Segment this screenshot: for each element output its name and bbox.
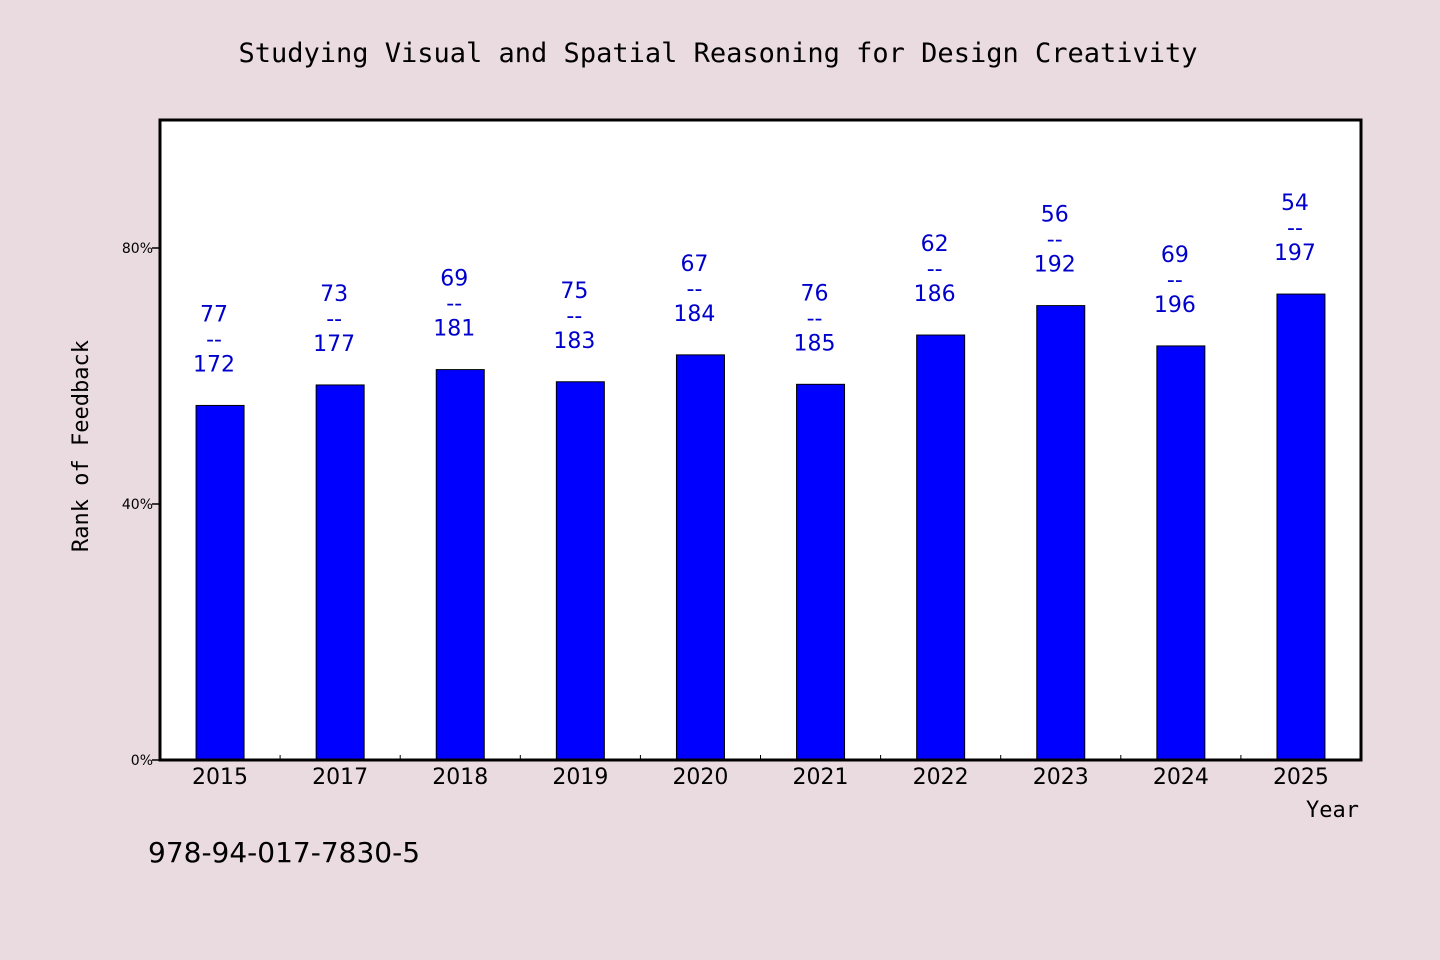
data-label-separator: -- (206, 327, 222, 352)
x-tick-label: 2024 (1153, 765, 1209, 790)
data-label-bottom: 172 (193, 352, 235, 377)
data-label-top: 56 (1041, 203, 1069, 228)
bars-layer (195, 293, 1326, 761)
data-labels-layer: 172--77177--73181--69183--75184--67185--… (193, 191, 1316, 377)
data-label: 177--73 (313, 282, 355, 357)
data-label-top: 69 (440, 267, 468, 292)
data-label-bottom: 185 (794, 331, 836, 356)
y-tick-label: 0% (131, 753, 153, 769)
data-label-separator: -- (1167, 268, 1183, 293)
data-label-top: 67 (680, 252, 708, 277)
data-label-bottom: 186 (914, 282, 956, 307)
plot-frame (158, 118, 1363, 762)
data-label-separator: -- (687, 277, 703, 302)
data-label: 172--77 (193, 302, 235, 377)
y-tick-label: 80% (122, 241, 153, 257)
x-tick-label: 2020 (672, 765, 728, 790)
data-label-top: 69 (1161, 243, 1189, 268)
data-label-bottom: 183 (553, 329, 595, 354)
bar (796, 383, 846, 761)
data-label-bottom: 181 (433, 317, 475, 342)
chart-title: Studying Visual and Spatial Reasoning fo… (238, 38, 1197, 69)
x-tick-label: 2017 (312, 765, 368, 790)
data-label-separator: -- (566, 304, 582, 329)
data-label-top: 77 (200, 302, 228, 327)
y-axis-ticks: 0% 40% 80% (122, 241, 160, 769)
data-label: 196--69 (1154, 243, 1196, 318)
x-tick-label: 2015 (192, 765, 248, 790)
data-label-top: 75 (560, 279, 588, 304)
data-label-bottom: 192 (1034, 253, 1076, 278)
data-label: 183--75 (553, 279, 595, 354)
bar (195, 404, 245, 761)
x-axis-ticks: 2015 2017 2018 2019 2020 2021 2022 2023 2024 2025 (192, 755, 1329, 790)
data-label: 186--62 (914, 232, 956, 307)
bar (1276, 293, 1326, 761)
data-label-bottom: 184 (673, 302, 715, 327)
data-label-separator: -- (927, 257, 943, 282)
data-label-bottom: 196 (1154, 293, 1196, 318)
x-tick-label: 2022 (913, 765, 969, 790)
data-label-separator: -- (1287, 216, 1303, 241)
x-tick-label: 2021 (793, 765, 849, 790)
bar (555, 381, 605, 761)
data-label-separator: -- (1047, 228, 1063, 253)
bar (435, 369, 485, 761)
data-label-top: 73 (320, 282, 348, 307)
data-label: 181--69 (433, 267, 475, 342)
data-label: 184--67 (673, 252, 715, 327)
data-label: 197--54 (1274, 191, 1316, 266)
y-tick-label: 40% (122, 497, 153, 513)
x-tick-label: 2025 (1273, 765, 1329, 790)
x-axis-label: Year (1306, 798, 1359, 823)
bar (675, 354, 725, 761)
data-label-bottom: 197 (1274, 241, 1316, 266)
data-label-top: 62 (921, 232, 949, 257)
data-label-separator: -- (326, 307, 342, 332)
data-label-bottom: 177 (313, 332, 355, 357)
data-label: 185--76 (794, 281, 836, 356)
data-label-top: 54 (1281, 191, 1309, 216)
isbn-text: 978-94-017-7830-5 (148, 836, 420, 869)
data-label: 192--56 (1034, 203, 1076, 278)
bar (315, 384, 365, 761)
x-tick-label: 2018 (432, 765, 488, 790)
x-tick-label: 2019 (552, 765, 608, 790)
data-label-top: 76 (801, 281, 829, 306)
x-tick-label: 2023 (1033, 765, 1089, 790)
y-axis-label: Rank of Feedback (69, 340, 94, 552)
data-label-separator: -- (807, 306, 823, 331)
bar (916, 334, 966, 761)
data-label-separator: -- (446, 292, 462, 317)
bar (1156, 345, 1206, 761)
bar (1036, 305, 1086, 761)
